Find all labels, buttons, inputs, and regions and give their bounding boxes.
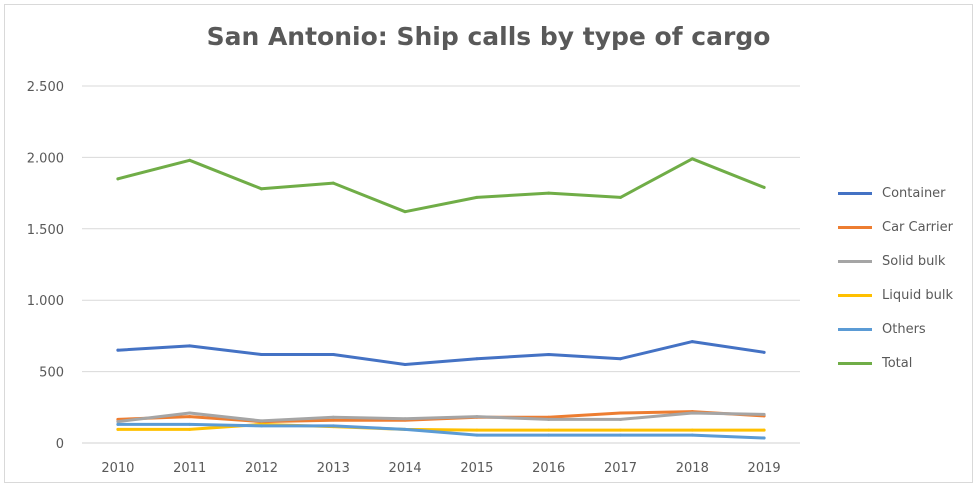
legend-item-liquid-bulk: Liquid bulk xyxy=(838,278,953,312)
data-point-others xyxy=(260,424,263,428)
data-point-container xyxy=(475,357,479,361)
x-tick-label: 2018 xyxy=(676,461,709,476)
legend-swatch xyxy=(838,259,872,263)
data-point-total xyxy=(331,181,335,185)
data-point-solid-bulk xyxy=(619,417,622,421)
legend: Container Car Carrier Solid bulk Liquid bul… xyxy=(838,176,953,380)
legend-item-car-carrier: Car Carrier xyxy=(838,210,953,244)
series-line-solid-bulk xyxy=(116,411,766,424)
data-point-total xyxy=(260,187,263,191)
y-tick-label: 0 xyxy=(56,437,64,452)
data-point-solid-bulk xyxy=(260,419,263,423)
data-point-total xyxy=(690,157,694,161)
legend-item-total: Total xyxy=(838,346,953,380)
series-line-total xyxy=(116,157,766,214)
data-point-container xyxy=(188,344,192,348)
data-point-car-carrier xyxy=(331,418,335,422)
x-tick-label: 2014 xyxy=(389,461,422,476)
data-point-liquid-bulk xyxy=(690,428,694,432)
chart-frame xyxy=(4,4,973,483)
data-point-total xyxy=(403,210,407,214)
data-point-car-carrier xyxy=(619,411,622,415)
data-point-solid-bulk xyxy=(547,417,551,421)
y-tick-label: 2.000 xyxy=(27,151,64,166)
data-point-others xyxy=(116,422,120,426)
y-tick-label: 500 xyxy=(39,366,64,381)
data-point-total xyxy=(475,195,479,199)
x-tick-label: 2010 xyxy=(101,461,134,476)
legend-label: Liquid bulk xyxy=(882,287,953,303)
legend-item-others: Others xyxy=(838,312,953,346)
legend-label: Car Carrier xyxy=(882,219,953,235)
x-tick-label: 2011 xyxy=(173,461,206,476)
data-point-others xyxy=(762,436,766,440)
x-tick-label: 2013 xyxy=(317,461,350,476)
y-tick-label: 1.000 xyxy=(27,294,64,309)
data-point-solid-bulk xyxy=(690,411,694,415)
data-point-solid-bulk xyxy=(762,412,766,416)
data-point-container xyxy=(690,340,694,344)
legend-swatch xyxy=(838,293,872,297)
legend-item-solid-bulk: Solid bulk xyxy=(838,244,953,278)
legend-swatch xyxy=(838,225,872,229)
legend-label: Container xyxy=(882,185,946,201)
data-point-solid-bulk xyxy=(188,411,192,415)
data-point-others xyxy=(188,422,192,426)
data-point-container xyxy=(403,362,407,366)
x-tick-label: 2016 xyxy=(532,461,565,476)
x-tick-label: 2017 xyxy=(604,461,637,476)
data-point-solid-bulk xyxy=(331,415,335,419)
data-point-car-carrier xyxy=(188,415,192,419)
chart-title: San Antonio: Ship calls by type of cargo xyxy=(206,22,771,51)
x-tick-label: 2012 xyxy=(245,461,278,476)
legend-label: Others xyxy=(882,321,926,337)
legend-swatch xyxy=(838,327,872,331)
data-point-solid-bulk xyxy=(475,415,479,419)
data-point-others xyxy=(475,433,479,437)
data-point-liquid-bulk xyxy=(619,428,622,432)
data-point-others xyxy=(547,433,551,437)
data-point-total xyxy=(116,177,120,181)
data-point-total xyxy=(188,158,192,162)
data-point-liquid-bulk xyxy=(116,427,120,431)
data-point-container xyxy=(331,352,335,356)
data-point-container xyxy=(619,357,622,361)
series-line-liquid-bulk xyxy=(116,422,766,432)
data-point-liquid-bulk xyxy=(475,428,479,432)
data-point-total xyxy=(762,185,766,189)
data-point-others xyxy=(619,433,622,437)
data-point-others xyxy=(690,433,694,437)
data-point-container xyxy=(547,352,551,356)
y-tick-label: 1.500 xyxy=(27,223,64,238)
data-point-container xyxy=(116,348,120,352)
data-point-others xyxy=(331,424,335,428)
data-point-container xyxy=(260,352,263,356)
data-point-liquid-bulk xyxy=(547,428,551,432)
data-point-liquid-bulk xyxy=(762,428,766,432)
legend-label: Total xyxy=(882,355,913,371)
legend-swatch xyxy=(838,361,872,365)
data-point-liquid-bulk xyxy=(188,427,192,431)
data-point-solid-bulk xyxy=(403,417,407,421)
series-line-container xyxy=(116,340,766,366)
series-line-others xyxy=(116,422,766,440)
data-point-container xyxy=(762,350,766,354)
x-tick-label: 2019 xyxy=(748,461,781,476)
legend-label: Solid bulk xyxy=(882,253,946,269)
legend-item-container: Container xyxy=(838,176,953,210)
data-point-total xyxy=(619,195,622,199)
y-tick-label: 2.500 xyxy=(27,80,64,95)
data-point-total xyxy=(547,191,551,195)
legend-swatch xyxy=(838,191,872,195)
data-point-solid-bulk xyxy=(116,420,120,424)
data-point-others xyxy=(403,427,407,431)
x-tick-label: 2015 xyxy=(460,461,493,476)
